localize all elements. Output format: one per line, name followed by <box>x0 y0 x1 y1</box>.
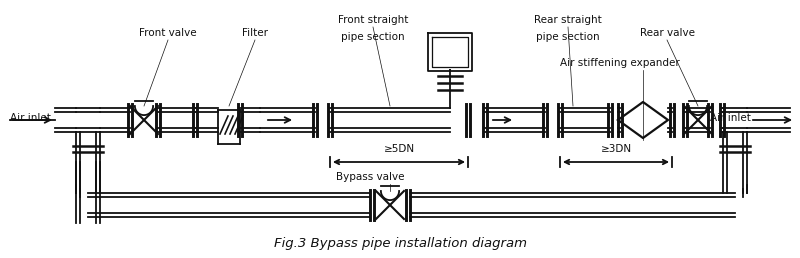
Text: Rear straight: Rear straight <box>534 15 602 25</box>
Text: ≥3DN: ≥3DN <box>601 144 631 154</box>
Text: Bypass valve: Bypass valve <box>336 172 404 182</box>
Text: ≥5DN: ≥5DN <box>383 144 414 154</box>
Text: Filter: Filter <box>242 28 268 38</box>
Text: Rear valve: Rear valve <box>639 28 694 38</box>
Text: pipe section: pipe section <box>341 32 405 42</box>
Text: Front straight: Front straight <box>338 15 408 25</box>
Text: Air inlet: Air inlet <box>10 113 51 123</box>
Text: pipe section: pipe section <box>536 32 600 42</box>
Text: Fig.3 Bypass pipe installation diagram: Fig.3 Bypass pipe installation diagram <box>274 237 526 250</box>
Text: Air stiffening expander: Air stiffening expander <box>560 58 680 68</box>
Text: Air inlet: Air inlet <box>710 113 751 123</box>
Text: Front valve: Front valve <box>139 28 197 38</box>
